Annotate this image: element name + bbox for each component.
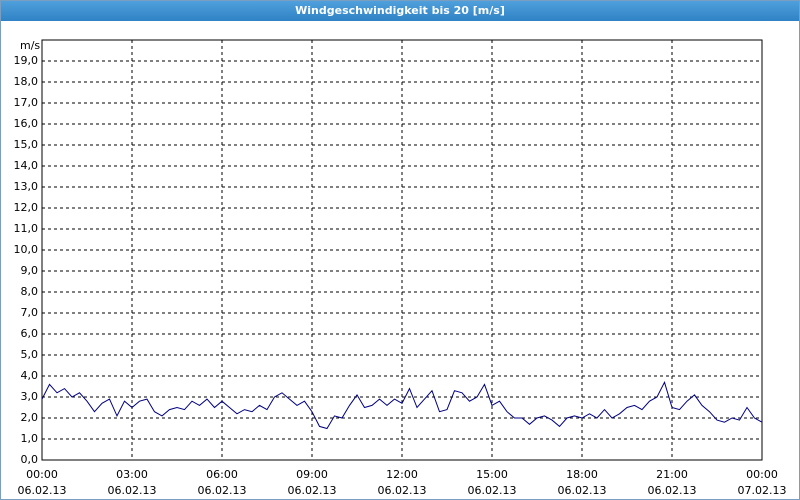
x-tick-label: 09:00 bbox=[296, 468, 328, 481]
x-tick-date: 06.02.13 bbox=[468, 484, 517, 497]
x-tick-label: 00:00 bbox=[746, 468, 778, 481]
x-tick-label: 12:00 bbox=[386, 468, 418, 481]
y-tick-label: 3,0 bbox=[21, 390, 39, 403]
x-tick-date: 06.02.13 bbox=[18, 484, 67, 497]
y-tick-label: 2,0 bbox=[21, 411, 39, 424]
plot-frame bbox=[41, 39, 763, 461]
data-line bbox=[41, 380, 763, 430]
y-tick-label: 15,0 bbox=[14, 138, 39, 151]
y-tick-label: 5,0 bbox=[21, 348, 39, 361]
y-tick-label: 12,0 bbox=[14, 201, 39, 214]
y-tick-label: 14,0 bbox=[14, 159, 39, 172]
y-tick-label: 6,0 bbox=[21, 327, 39, 340]
x-tick-label: 06:00 bbox=[206, 468, 238, 481]
title-bar: Windgeschwindigkeit bis 20 [m/s] bbox=[1, 1, 799, 21]
y-tick-label: 1,0 bbox=[21, 432, 39, 445]
x-tick-date: 06.02.13 bbox=[288, 484, 337, 497]
y-tick-label: 7,0 bbox=[21, 306, 39, 319]
x-tick-label: 15:00 bbox=[476, 468, 508, 481]
y-tick-label: 10,0 bbox=[14, 243, 39, 256]
y-tick-label: 16,0 bbox=[14, 117, 39, 130]
x-tick-date: 06.02.13 bbox=[108, 484, 157, 497]
y-tick-label: 4,0 bbox=[21, 369, 39, 382]
x-tick-date: 07.02.13 bbox=[738, 484, 787, 497]
y-tick-label: 8,0 bbox=[21, 285, 39, 298]
x-tick-date: 06.02.13 bbox=[648, 484, 697, 497]
y-tick-label: 0,0 bbox=[21, 453, 39, 466]
x-tick-date: 06.02.13 bbox=[198, 484, 247, 497]
y-tick-label: 13,0 bbox=[14, 180, 39, 193]
x-tick-label: 18:00 bbox=[566, 468, 598, 481]
y-tick-label: 17,0 bbox=[14, 96, 39, 109]
y-tick-label: 9,0 bbox=[21, 264, 39, 277]
x-tick-date: 06.02.13 bbox=[558, 484, 607, 497]
y-axis-label: m/s bbox=[20, 39, 40, 52]
x-tick-label: 03:00 bbox=[116, 468, 148, 481]
y-tick-label: 18,0 bbox=[14, 75, 39, 88]
y-tick-label: 11,0 bbox=[14, 222, 39, 235]
x-tick-label: 00:00 bbox=[26, 468, 58, 481]
y-tick-label: 19,0 bbox=[14, 54, 39, 67]
x-tick-label: 21:00 bbox=[656, 468, 688, 481]
x-tick-date: 06.02.13 bbox=[378, 484, 427, 497]
